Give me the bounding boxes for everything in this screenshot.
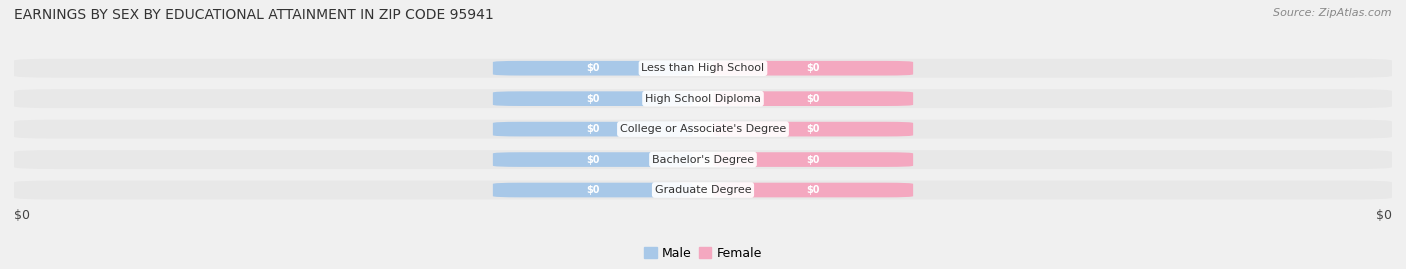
Legend: Male, Female: Male, Female [640,242,766,265]
FancyBboxPatch shape [713,122,912,136]
FancyBboxPatch shape [494,152,693,167]
FancyBboxPatch shape [713,152,912,167]
FancyBboxPatch shape [14,89,1392,108]
Text: Less than High School: Less than High School [641,63,765,73]
Text: Source: ZipAtlas.com: Source: ZipAtlas.com [1274,8,1392,18]
Text: $0: $0 [586,124,599,134]
Text: $0: $0 [586,185,599,195]
FancyBboxPatch shape [14,180,1392,200]
Text: EARNINGS BY SEX BY EDUCATIONAL ATTAINMENT IN ZIP CODE 95941: EARNINGS BY SEX BY EDUCATIONAL ATTAINMEN… [14,8,494,22]
FancyBboxPatch shape [494,91,693,106]
FancyBboxPatch shape [14,59,1392,78]
Text: High School Diploma: High School Diploma [645,94,761,104]
FancyBboxPatch shape [14,150,1392,169]
FancyBboxPatch shape [713,183,912,197]
Text: $0: $0 [1376,209,1392,222]
FancyBboxPatch shape [713,61,912,76]
Text: $0: $0 [807,155,820,165]
Text: Bachelor's Degree: Bachelor's Degree [652,155,754,165]
Text: $0: $0 [807,124,820,134]
Text: $0: $0 [807,63,820,73]
Text: Graduate Degree: Graduate Degree [655,185,751,195]
FancyBboxPatch shape [494,122,693,136]
Text: $0: $0 [14,209,30,222]
Text: $0: $0 [586,94,599,104]
FancyBboxPatch shape [713,91,912,106]
Text: $0: $0 [807,94,820,104]
FancyBboxPatch shape [494,183,693,197]
Text: $0: $0 [807,185,820,195]
FancyBboxPatch shape [14,120,1392,139]
Text: $0: $0 [586,63,599,73]
Text: College or Associate's Degree: College or Associate's Degree [620,124,786,134]
Text: $0: $0 [586,155,599,165]
FancyBboxPatch shape [494,61,693,76]
